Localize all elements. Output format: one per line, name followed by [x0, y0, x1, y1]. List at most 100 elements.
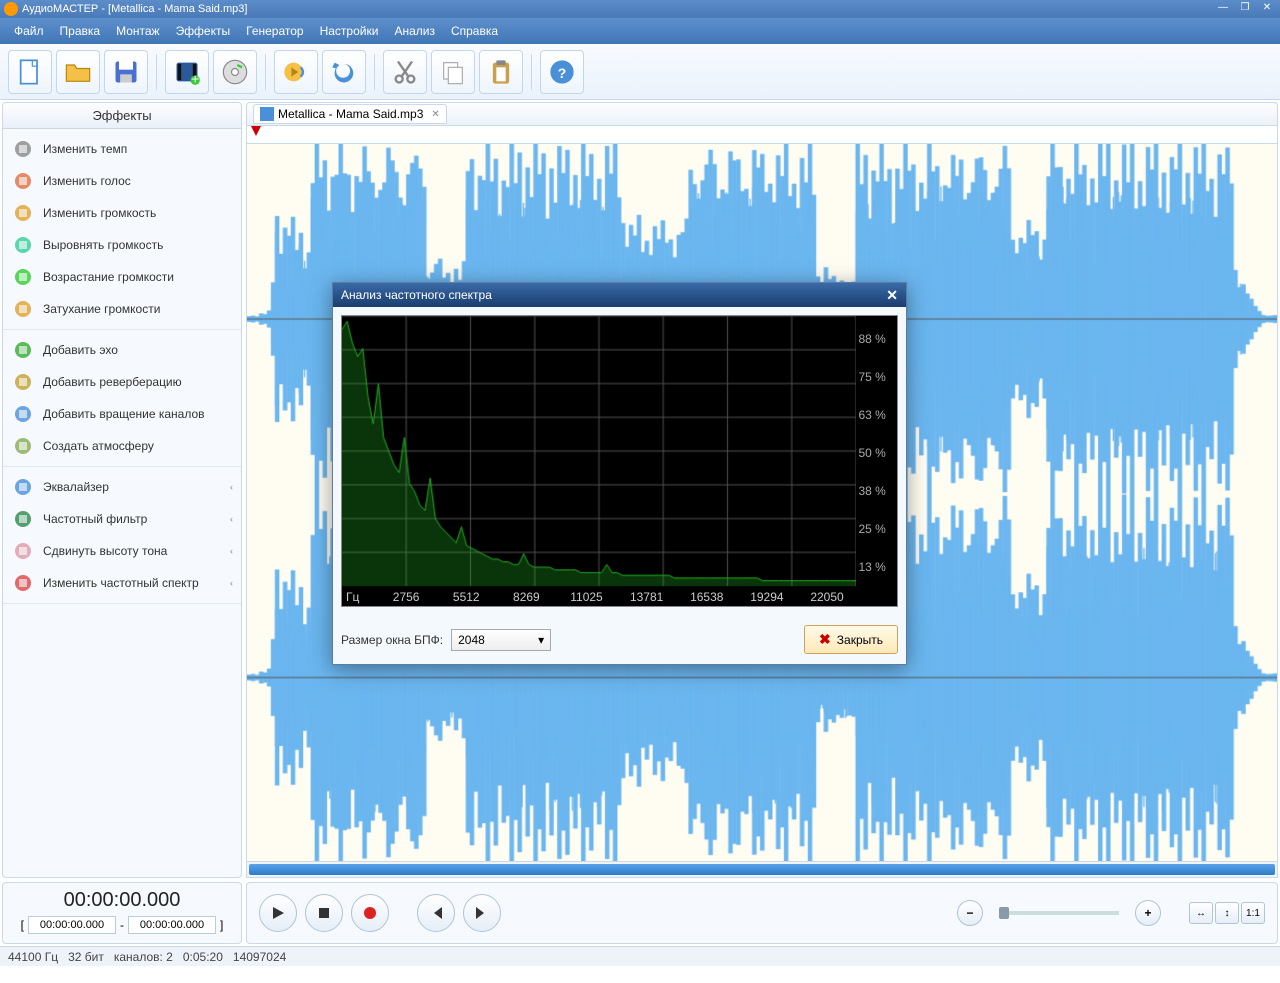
fit-width-button[interactable]: ↔: [1189, 902, 1213, 924]
spectrum-chart: 88 %75 %63 %50 %38 %25 %13 % Гц275655128…: [341, 315, 898, 607]
effect-reverb[interactable]: Добавить реверберацию: [3, 366, 241, 398]
effect-vol[interactable]: Изменить громкость: [3, 197, 241, 229]
time-sep: -: [120, 918, 124, 932]
toolbar: + ?: [0, 44, 1280, 100]
spectrum-icon: [13, 573, 33, 593]
dialog-title: Анализ частотного спектра: [341, 288, 886, 302]
menu-файл[interactable]: Файл: [6, 20, 52, 42]
chevron-down-icon: ▾: [538, 633, 544, 647]
scrollbar-thumb[interactable]: [249, 864, 1275, 875]
effect-echo[interactable]: Добавить эхо: [3, 334, 241, 366]
reverb-icon: [13, 372, 33, 392]
rotate-icon: [13, 404, 33, 424]
copy-button[interactable]: [431, 50, 475, 94]
zoom-out-button[interactable]: −: [957, 900, 983, 926]
effects-sidebar: Эффекты Изменить темпИзменить голосИзмен…: [2, 102, 242, 878]
zoom-in-button[interactable]: +: [1135, 900, 1161, 926]
undo-button[interactable]: [322, 50, 366, 94]
cut-button[interactable]: [383, 50, 427, 94]
sidebar-header: Эффекты: [3, 103, 241, 129]
tab-label: Metallica - Mama Said.mp3: [278, 107, 423, 121]
status-samples: 14097024: [233, 950, 286, 964]
fft-value: 2048: [458, 633, 485, 647]
menu-справка[interactable]: Справка: [443, 20, 506, 42]
status-bar: 44100 Гц 32 бит каналов: 2 0:05:20 14097…: [0, 946, 1280, 966]
fft-label: Размер окна БПФ:: [341, 633, 443, 647]
stop-button[interactable]: [305, 894, 343, 932]
clock-icon: [13, 139, 33, 159]
fft-size-select[interactable]: 2048 ▾: [451, 629, 551, 651]
minimize-button[interactable]: —: [1214, 3, 1232, 15]
menu-генератор[interactable]: Генератор: [238, 20, 311, 42]
svg-text:+: +: [191, 70, 199, 85]
zoom-slider[interactable]: [999, 911, 1119, 915]
vol-icon: [13, 203, 33, 223]
titlebar-text: АудиоМАСТЕР - [Metallica - Mama Said.mp3…: [22, 3, 1214, 15]
play-preview-button[interactable]: [274, 50, 318, 94]
chevron-icon: ‹: [230, 514, 233, 524]
menu-монтаж[interactable]: Монтаж: [108, 20, 168, 42]
play-button[interactable]: [259, 894, 297, 932]
dialog-close-icon[interactable]: ✕: [886, 287, 898, 304]
time-from-input[interactable]: [28, 916, 116, 934]
maximize-button[interactable]: ❐: [1236, 3, 1254, 15]
zoom-11-button[interactable]: 1:1: [1241, 902, 1265, 924]
atmo-icon: [13, 436, 33, 456]
menu-эффекты[interactable]: Эффекты: [168, 20, 239, 42]
dialog-close-button[interactable]: ✖ Закрыть: [804, 625, 898, 654]
open-button[interactable]: [56, 50, 100, 94]
effect-filter[interactable]: Частотный фильтр‹: [3, 503, 241, 535]
fadeout-icon: [13, 299, 33, 319]
pitch-icon: [13, 541, 33, 561]
close-button[interactable]: ✕: [1258, 3, 1276, 15]
video-button[interactable]: +: [165, 50, 209, 94]
zoom-thumb[interactable]: [999, 907, 1009, 919]
cd-button[interactable]: [213, 50, 257, 94]
chevron-icon: ‹: [230, 482, 233, 492]
svg-text:?: ?: [558, 64, 567, 80]
file-tab[interactable]: Metallica - Mama Said.mp3 ✕: [253, 104, 447, 124]
effect-rotate[interactable]: Добавить вращение каналов: [3, 398, 241, 430]
effect-clock[interactable]: Изменить темп: [3, 133, 241, 165]
chevron-icon: ‹: [230, 546, 233, 556]
effect-atmo[interactable]: Создать атмосферу: [3, 430, 241, 462]
skip-start-button[interactable]: [417, 894, 455, 932]
eq-icon: [13, 477, 33, 497]
effect-spectrum[interactable]: Изменить частотный спектр‹: [3, 567, 241, 599]
voice-icon: [13, 171, 33, 191]
effect-pitch[interactable]: Сдвинуть высоту тона‹: [3, 535, 241, 567]
effect-fadeout[interactable]: Затухание громкости: [3, 293, 241, 325]
menu-анализ[interactable]: Анализ: [386, 20, 443, 42]
help-button[interactable]: ?: [540, 50, 584, 94]
menubar: ФайлПравкаМонтажЭффектыГенераторНастройк…: [0, 18, 1280, 44]
spectrum-dialog: Анализ частотного спектра ✕ 88 %75 %63 %…: [332, 282, 907, 665]
horizontal-scrollbar[interactable]: [246, 862, 1278, 878]
time-display: 00:00:00.000: [9, 889, 235, 912]
menu-правка[interactable]: Правка: [52, 20, 109, 42]
effect-fadein[interactable]: Возрастание громкости: [3, 261, 241, 293]
close-x-icon: ✖: [819, 631, 831, 648]
effect-level[interactable]: Выровнять громкость: [3, 229, 241, 261]
skip-end-button[interactable]: [463, 894, 501, 932]
audio-file-icon: [260, 107, 274, 121]
filter-icon: [13, 509, 33, 529]
menu-настройки[interactable]: Настройки: [312, 20, 387, 42]
level-icon: [13, 235, 33, 255]
record-button[interactable]: [351, 894, 389, 932]
new-button[interactable]: [8, 50, 52, 94]
transport-panel: − + ↔ ↕ 1:1: [246, 882, 1278, 944]
effect-eq[interactable]: Эквалайзер‹: [3, 471, 241, 503]
timeline[interactable]: [247, 126, 1277, 144]
fit-height-button[interactable]: ↕: [1215, 902, 1239, 924]
tab-close-icon[interactable]: ✕: [431, 109, 439, 120]
close-label: Закрыть: [837, 633, 883, 647]
effect-voice[interactable]: Изменить голос: [3, 165, 241, 197]
dialog-titlebar[interactable]: Анализ частотного спектра ✕: [333, 283, 906, 307]
time-to-input[interactable]: [128, 916, 216, 934]
save-button[interactable]: [104, 50, 148, 94]
chevron-icon: ‹: [230, 578, 233, 588]
fadein-icon: [13, 267, 33, 287]
status-bits: 32 бит: [68, 950, 104, 964]
playhead-icon[interactable]: [251, 126, 261, 136]
paste-button[interactable]: [479, 50, 523, 94]
